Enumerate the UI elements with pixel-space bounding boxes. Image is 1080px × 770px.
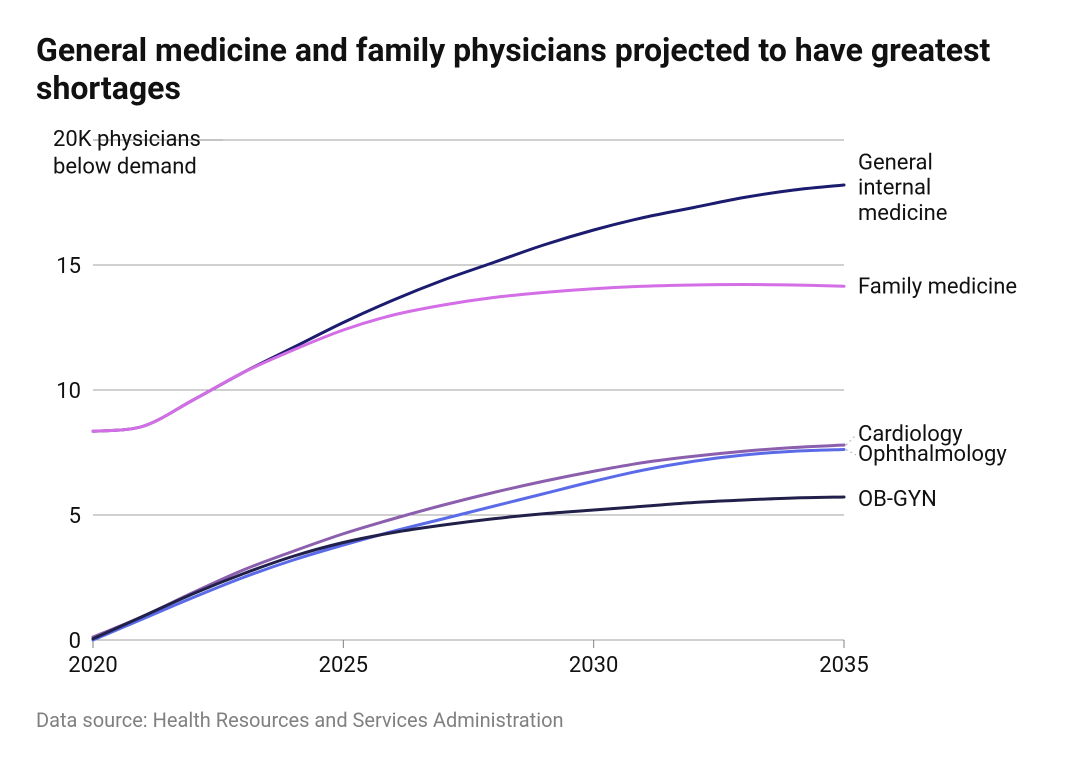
page: General medicine and family physicians p… [0, 0, 1080, 770]
label-leader [846, 435, 856, 445]
chart-title: General medicine and family physicians p… [36, 32, 1044, 108]
series-label: Family medicine [858, 274, 1017, 299]
y-tick-label: 10 [56, 379, 81, 404]
x-tick-label: 2030 [569, 653, 618, 678]
y-tick-label: 15 [56, 254, 81, 279]
x-tick-label: 2020 [68, 653, 117, 678]
series-line [93, 449, 844, 640]
x-tick-label: 2035 [819, 653, 868, 678]
x-tick-label: 2025 [319, 653, 368, 678]
series-label: Ophthalmology [858, 442, 1007, 467]
series-label: OB-GYN [858, 487, 937, 512]
chart-container: 2020 2025 2030 2035 0 5 10 15 20K physiciansbelo… [36, 130, 1044, 690]
data-source: Data source: Health Resources and Servic… [36, 708, 1044, 732]
y-tick-label: 5 [69, 504, 81, 529]
label-leader [846, 449, 856, 455]
line-chart: 2020 2025 2030 2035 0 5 10 15 20K physiciansbelo… [36, 130, 1044, 690]
series-line [93, 445, 844, 637]
series-line [93, 497, 844, 639]
series-line [93, 284, 844, 431]
series-label: Generalinternalmedicine [858, 150, 947, 226]
source-prefix: Data source: [36, 708, 153, 732]
source-name: Health Resources and Services Administra… [153, 708, 564, 732]
y-axis-unit-label: 20K physicians [53, 130, 201, 152]
y-axis-unit-label: below demand [53, 154, 197, 179]
y-tick-label: 0 [69, 629, 81, 654]
